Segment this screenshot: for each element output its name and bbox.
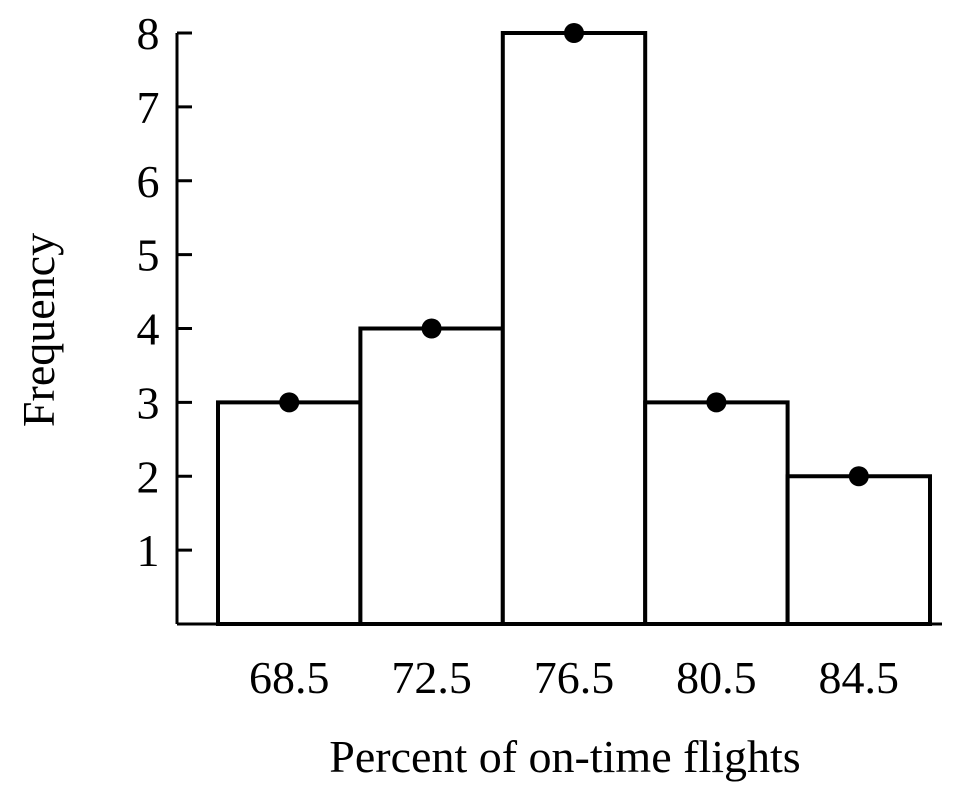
y-axis: 1 2 3 4 5 6 7 8: [137, 8, 192, 624]
y-tick-label: 4: [137, 304, 160, 355]
x-tick-label-group: 68.5 72.5 76.5 80.5 84.5: [249, 652, 899, 703]
y-tick-label: 2: [137, 451, 160, 502]
x-tick-label: 76.5: [534, 652, 615, 703]
y-axis-title: Frequency: [13, 233, 64, 427]
y-tick-label: 5: [137, 230, 160, 281]
midpoint-marker-80.5: [706, 392, 727, 413]
midpoint-marker-68.5: [279, 392, 300, 413]
midpoint-marker-72.5: [421, 318, 442, 339]
midpoint-marker-76.5: [564, 23, 584, 43]
x-tick-label: 68.5: [249, 652, 330, 703]
y-tick-label: 8: [137, 8, 160, 59]
midpoint-marker-group: [279, 23, 869, 487]
midpoint-marker-84.5: [848, 466, 869, 487]
bar-76.5: [500, 31, 648, 626]
y-tick-label: 3: [137, 377, 160, 428]
x-axis-title: Percent of on-time flights: [329, 731, 800, 782]
y-tick-label: 6: [137, 156, 160, 207]
y-tick-label: 7: [137, 82, 160, 133]
bar-72.5: [358, 326, 505, 626]
bar-80.5: [643, 400, 790, 626]
x-tick-label: 80.5: [676, 652, 757, 703]
x-tick-label: 84.5: [819, 652, 900, 703]
y-tick-group: 1 2 3 4 5 6 7 8: [137, 8, 192, 576]
x-tick-label: 72.5: [391, 652, 472, 703]
bar-84.5: [785, 474, 932, 626]
y-tick-label: 1: [137, 525, 160, 576]
bar-68.5: [216, 400, 363, 626]
bar-group: [216, 31, 932, 626]
